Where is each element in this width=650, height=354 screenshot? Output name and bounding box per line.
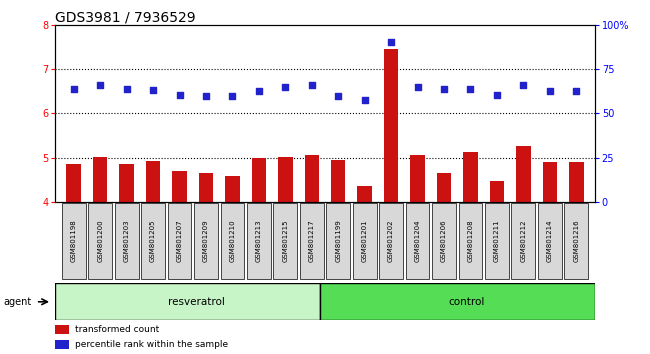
FancyBboxPatch shape [379,202,403,279]
Text: GSM801204: GSM801204 [415,219,421,262]
FancyBboxPatch shape [115,202,138,279]
FancyBboxPatch shape [55,283,320,320]
Point [465,86,476,92]
Point [95,82,105,87]
Bar [463,152,478,202]
Bar [55,325,70,334]
Bar [331,160,346,202]
Bar [384,49,398,202]
Bar [252,159,266,202]
Text: GSM801207: GSM801207 [177,219,183,262]
FancyBboxPatch shape [512,202,535,279]
FancyBboxPatch shape [88,202,112,279]
FancyBboxPatch shape [62,202,86,279]
Bar [304,155,319,202]
Bar [489,181,504,202]
Text: GSM801200: GSM801200 [98,219,103,262]
FancyBboxPatch shape [326,202,350,279]
Point [280,84,291,90]
Point [412,84,423,90]
FancyBboxPatch shape [194,202,218,279]
Text: GSM801215: GSM801215 [282,219,289,262]
FancyBboxPatch shape [247,202,271,279]
Bar [543,162,557,202]
Bar [199,173,213,202]
FancyBboxPatch shape [220,202,244,279]
Bar [225,176,240,202]
Text: control: control [448,297,485,307]
Text: GSM801199: GSM801199 [335,219,341,262]
Text: GSM801206: GSM801206 [441,219,447,262]
FancyBboxPatch shape [406,202,430,279]
Text: transformed count: transformed count [75,325,159,334]
Text: GSM801201: GSM801201 [361,219,368,262]
Text: GSM801208: GSM801208 [467,219,473,262]
Bar [66,164,81,202]
Point [201,94,211,99]
Point [122,86,132,92]
Point [571,88,582,94]
Bar [93,157,107,202]
Text: GSM801198: GSM801198 [71,219,77,262]
FancyBboxPatch shape [141,202,165,279]
Text: GSM801209: GSM801209 [203,219,209,262]
Text: resveratrol: resveratrol [168,297,225,307]
Point [174,92,185,97]
Point [386,40,396,45]
Text: GSM801216: GSM801216 [573,219,579,262]
Text: GDS3981 / 7936529: GDS3981 / 7936529 [55,11,196,25]
FancyBboxPatch shape [353,202,376,279]
FancyBboxPatch shape [564,202,588,279]
Point [148,87,159,93]
Bar [410,155,425,202]
Point [545,88,555,94]
FancyBboxPatch shape [432,202,456,279]
Text: GSM801205: GSM801205 [150,219,156,262]
Text: GSM801211: GSM801211 [494,219,500,262]
Text: GSM801214: GSM801214 [547,219,552,262]
Point [254,88,264,94]
FancyBboxPatch shape [320,283,595,320]
Text: agent: agent [3,297,31,307]
Text: GSM801203: GSM801203 [124,219,129,262]
Point [307,82,317,87]
Text: GSM801212: GSM801212 [521,219,526,262]
FancyBboxPatch shape [458,202,482,279]
Point [333,94,343,99]
Bar [437,173,451,202]
Bar [358,186,372,202]
Bar [516,147,530,202]
Bar [146,161,161,202]
Text: GSM801213: GSM801213 [256,219,262,262]
Text: percentile rank within the sample: percentile rank within the sample [75,340,228,349]
Text: GSM801217: GSM801217 [309,219,315,262]
Point [227,94,238,99]
FancyBboxPatch shape [274,202,297,279]
FancyBboxPatch shape [485,202,509,279]
Point [359,97,370,103]
Point [439,86,449,92]
Text: GSM801202: GSM801202 [388,219,394,262]
Text: GSM801210: GSM801210 [229,219,235,262]
Point [518,82,528,87]
Bar [278,157,292,202]
Point [68,86,79,92]
Bar [172,171,187,202]
FancyBboxPatch shape [300,202,324,279]
Bar [569,162,584,202]
Bar [120,164,134,202]
FancyBboxPatch shape [168,202,192,279]
Bar [55,340,70,349]
FancyBboxPatch shape [538,202,562,279]
Point [491,92,502,97]
